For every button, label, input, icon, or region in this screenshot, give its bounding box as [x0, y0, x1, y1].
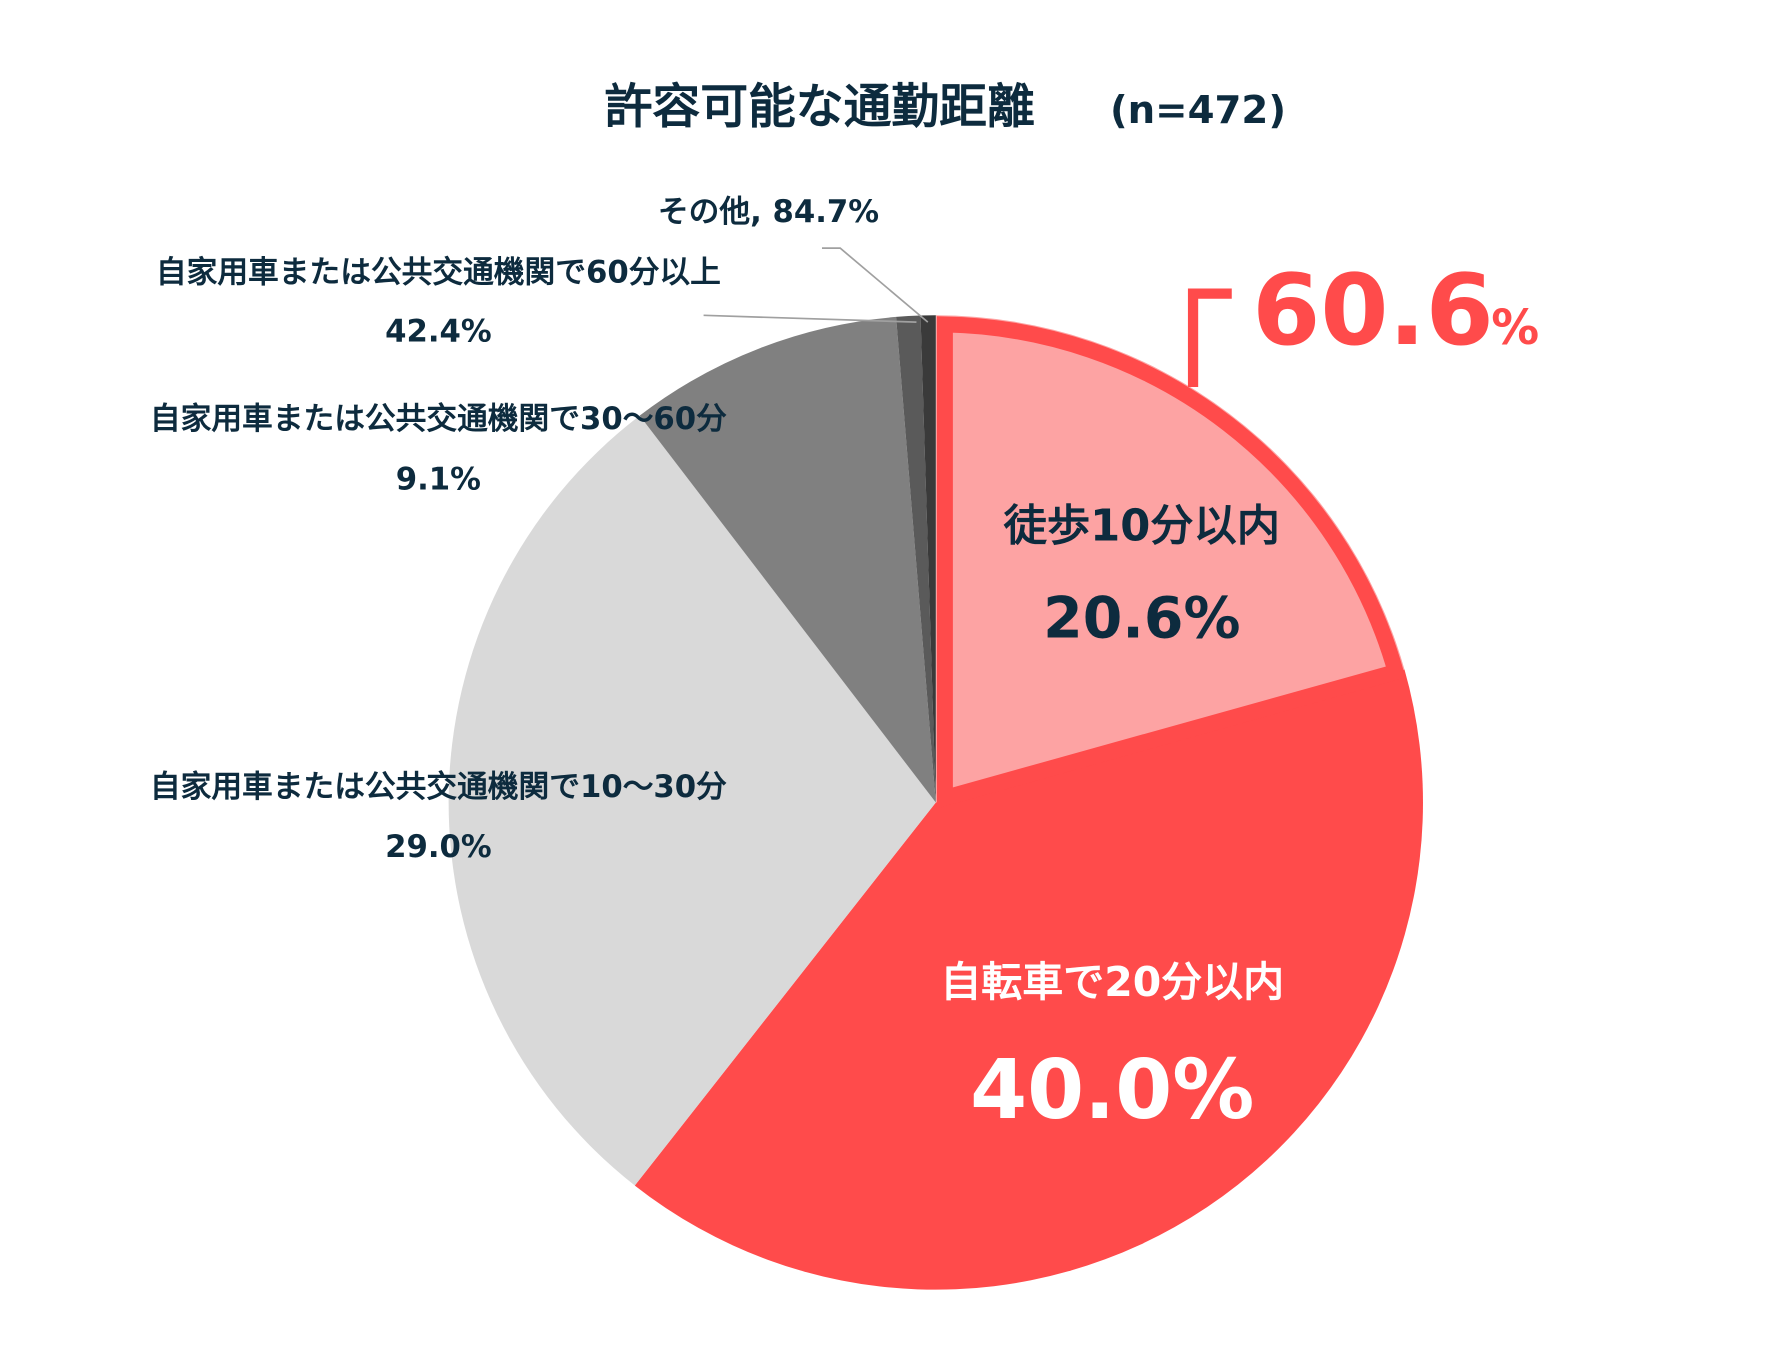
pie-slice-other: [920, 315, 936, 803]
label-walk: 徒歩10分以内: [1003, 502, 1280, 552]
value-walk: 20.6%: [1043, 585, 1240, 651]
value-bike: 40.0%: [970, 1043, 1254, 1138]
value-60plus: 42.4%: [385, 313, 492, 349]
pie-slice-walk-outline: [936, 316, 1406, 809]
label-10-30: 自家用車または公共交通機関で10〜30分: [150, 769, 727, 805]
highlight-value: 60.6: [1252, 254, 1494, 368]
pie-slice-walk: [935, 315, 1405, 803]
leader-line-other: [821, 247, 929, 323]
chart-subtitle: (n=472): [1110, 88, 1286, 133]
label-other: その他, 84.7%: [658, 194, 879, 230]
pie-slice-30-60: [639, 316, 936, 803]
chart-title: 許容可能な通勤距離: [605, 80, 1035, 135]
label-bike: 自転車で20分以内: [940, 958, 1284, 1006]
label-60plus: 自家用車または公共交通機関で60分以上: [156, 254, 721, 290]
highlight-bracket: [1187, 288, 1232, 388]
pie-slices: [448, 315, 1423, 1290]
value-10-30: 29.0%: [385, 829, 492, 865]
pie-slice-10-30: [448, 415, 936, 1186]
label-30-60: 自家用車または公共交通機関で30〜60分: [150, 401, 727, 437]
pie-slice-60plus: [896, 315, 936, 803]
leader-line-60plus: [703, 314, 917, 323]
pie-slice-bike: [634, 669, 1423, 1290]
highlight-unit: %: [1491, 301, 1539, 356]
value-30-60: 9.1%: [396, 461, 481, 497]
